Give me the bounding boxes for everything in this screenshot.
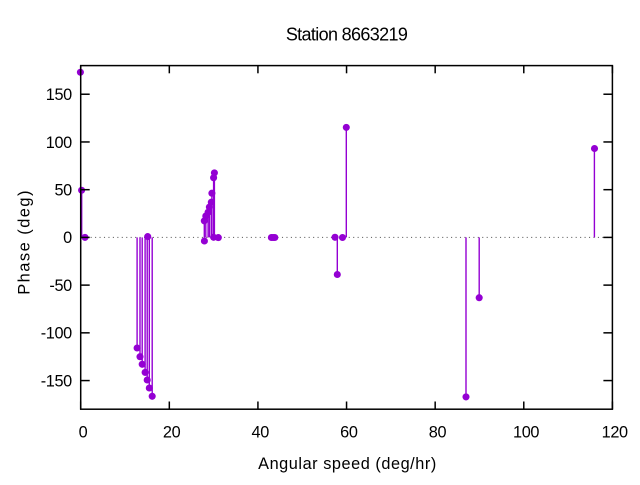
svg-text:Phase (deg): Phase (deg)	[16, 189, 34, 295]
svg-text:40: 40	[252, 424, 270, 442]
svg-text:100: 100	[46, 134, 72, 152]
svg-text:60: 60	[340, 424, 358, 442]
svg-text:0: 0	[79, 424, 88, 442]
svg-text:20: 20	[163, 424, 181, 442]
svg-text:150: 150	[46, 86, 72, 104]
svg-text:50: 50	[54, 181, 72, 199]
svg-text:-150: -150	[41, 372, 72, 390]
svg-text:0: 0	[63, 229, 72, 247]
svg-text:100: 100	[513, 424, 539, 442]
svg-text:80: 80	[429, 424, 447, 442]
svg-text:-100: -100	[41, 325, 72, 343]
svg-text:Angular speed (deg/hr): Angular speed (deg/hr)	[258, 455, 437, 473]
svg-text:-50: -50	[49, 277, 72, 295]
svg-text:Station 8663219: Station 8663219	[286, 24, 408, 44]
svg-text:120: 120	[602, 424, 628, 442]
